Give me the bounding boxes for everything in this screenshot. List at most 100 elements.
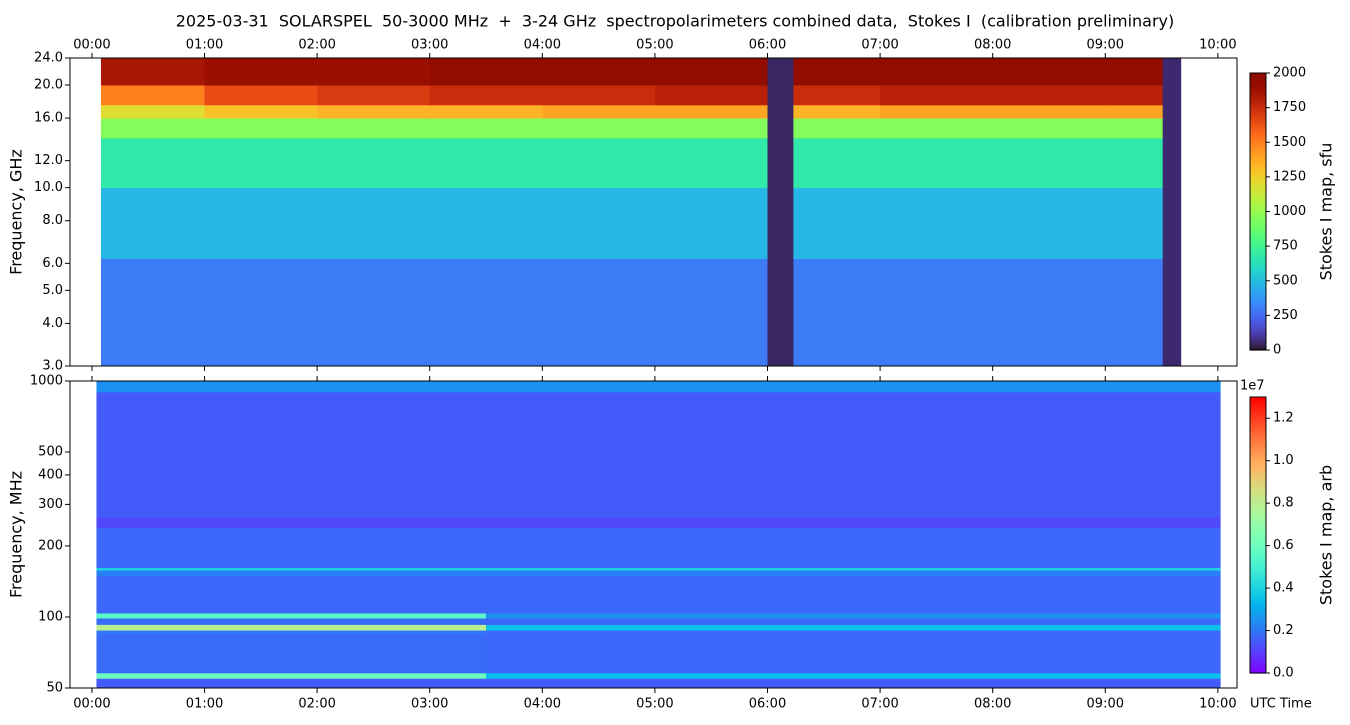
colorbar-step [1250, 590, 1266, 594]
colorbar-step [1250, 78, 1266, 82]
heatmap-cell [542, 104, 656, 119]
colorbar-step [1250, 551, 1266, 555]
heatmap-cell [96, 624, 487, 631]
colorbar-step [1250, 106, 1266, 110]
heatmap-cell [992, 85, 1106, 106]
x-tick-label: 02:00 [298, 697, 335, 712]
colorbar-step [1250, 529, 1266, 533]
heatmap-cell [767, 137, 794, 189]
colorbar-step [1250, 612, 1266, 616]
x-tick-label: 10:00 [1199, 38, 1236, 53]
y-axis-label: Frequency, MHz [7, 471, 26, 598]
heatmap-cell [429, 58, 543, 86]
heatmap-cell [880, 58, 994, 86]
heatmap-cell [1162, 104, 1182, 119]
colorbar-step [1250, 247, 1266, 251]
colorbar-step [1250, 122, 1266, 127]
colorbar-step [1250, 169, 1266, 174]
colorbar-step [1250, 570, 1266, 575]
colorbar-step [1250, 253, 1266, 257]
colorbar-step [1250, 200, 1266, 204]
colorbar-step [1250, 546, 1266, 550]
colorbar-step [1250, 156, 1266, 160]
colorbar-step [1250, 501, 1266, 506]
colorbar-label: Stokes I map, arb [1317, 465, 1336, 605]
colorbar-step [1250, 424, 1266, 428]
colorbar-step [1250, 341, 1266, 346]
colorbar-step [1250, 471, 1266, 475]
heatmap-cell [96, 570, 487, 576]
colorbar-step [1250, 111, 1266, 116]
colorbar-step [1250, 452, 1266, 456]
colorbar-step [1250, 573, 1266, 577]
colorbar-step [1250, 258, 1266, 262]
colorbar-step [1250, 89, 1266, 93]
colorbar-step [1250, 637, 1266, 641]
heatmap-cell [880, 104, 994, 119]
colorbar-step [1250, 615, 1266, 619]
colorbar-step [1250, 136, 1266, 141]
colorbar-step [1250, 219, 1266, 224]
heatmap-cell [486, 630, 1221, 635]
colorbar-step [1250, 266, 1266, 271]
heatmap-cell [486, 612, 1221, 619]
x-tick-label: 08:00 [974, 38, 1011, 53]
heatmap-cell [429, 85, 543, 106]
colorbar-step [1250, 131, 1266, 135]
colorbar-step [1250, 402, 1266, 406]
heatmap-cell [96, 630, 487, 635]
heatmap-cell [767, 258, 794, 367]
colorbar-step [1250, 333, 1266, 337]
colorbar-step [1250, 670, 1266, 674]
colorbar-step [1250, 512, 1266, 517]
colorbar-step [1250, 592, 1266, 597]
heatmap-cell [1105, 258, 1164, 367]
colorbar-step [1250, 186, 1266, 190]
x-tick-label: 01:00 [186, 697, 223, 712]
colorbar-step [1250, 172, 1266, 177]
colorbar-step [1250, 261, 1266, 265]
colorbar-step [1250, 421, 1266, 426]
colorbar-step [1250, 606, 1266, 611]
colorbar-step [1250, 581, 1266, 586]
colorbar-step [1250, 443, 1266, 448]
colorbar-step [1250, 158, 1266, 163]
heatmap-cell [100, 85, 206, 106]
heatmap-cell [1162, 118, 1182, 139]
colorbar-step [1250, 117, 1266, 121]
heatmap-cell [317, 258, 431, 367]
heatmap-cell [100, 58, 206, 86]
colorbar-step [1250, 648, 1266, 652]
heatmap-cell [767, 58, 794, 86]
y-tick-label: 3.0 [42, 359, 63, 374]
colorbar-step [1250, 661, 1266, 666]
colorbar-tick-label: 0.6 [1273, 538, 1294, 553]
heatmap-cell [793, 258, 881, 367]
colorbar-step [1250, 397, 1266, 401]
y-tick-label: 16.0 [34, 111, 63, 126]
colorbar-step [1250, 399, 1266, 404]
colorbar-step [1250, 634, 1266, 638]
heatmap-cell [486, 633, 1221, 674]
colorbar-step [1250, 532, 1266, 536]
x-tick-label: 09:00 [1087, 697, 1124, 712]
colorbar-step [1250, 313, 1266, 318]
heatmap-cell [880, 137, 994, 189]
colorbar-step [1250, 537, 1266, 542]
colorbar-step [1250, 488, 1266, 492]
x-tick-label: 03:00 [411, 38, 448, 53]
colorbar-step [1250, 595, 1266, 600]
colorbar-step [1250, 507, 1266, 511]
heatmap-cell [1105, 118, 1164, 139]
colorbar-step [1250, 86, 1266, 91]
colorbar-step [1250, 496, 1266, 500]
y-tick-label: 500 [38, 445, 63, 460]
colorbar-step [1250, 297, 1266, 301]
heatmap-cell [204, 258, 318, 367]
y-tick-label: 1000 [30, 374, 63, 389]
colorbar-step [1250, 272, 1266, 276]
colorbar-step [1250, 576, 1266, 580]
colorbar-offset: 1e7 [1240, 379, 1265, 394]
colorbar-step [1250, 97, 1266, 102]
